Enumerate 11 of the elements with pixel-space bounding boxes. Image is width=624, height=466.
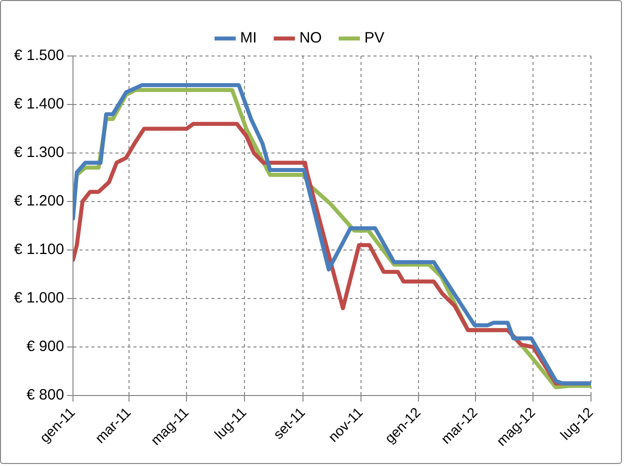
legend-label: MI [240,30,257,47]
y-tick-label: € 900 [26,338,64,356]
y-tick-label: € 1.400 [14,96,64,113]
y-tick-label: € 1.300 [14,144,64,162]
y-tick-label: € 1.500 [14,47,64,64]
y-tick-label: € 800 [26,386,64,404]
legend-label: PV [364,30,384,47]
legend-label: NO [299,30,322,47]
y-tick-label: € 1.000 [14,290,64,307]
y-tick-label: € 1.200 [14,192,64,210]
y-tick-label: € 1.100 [14,241,64,258]
